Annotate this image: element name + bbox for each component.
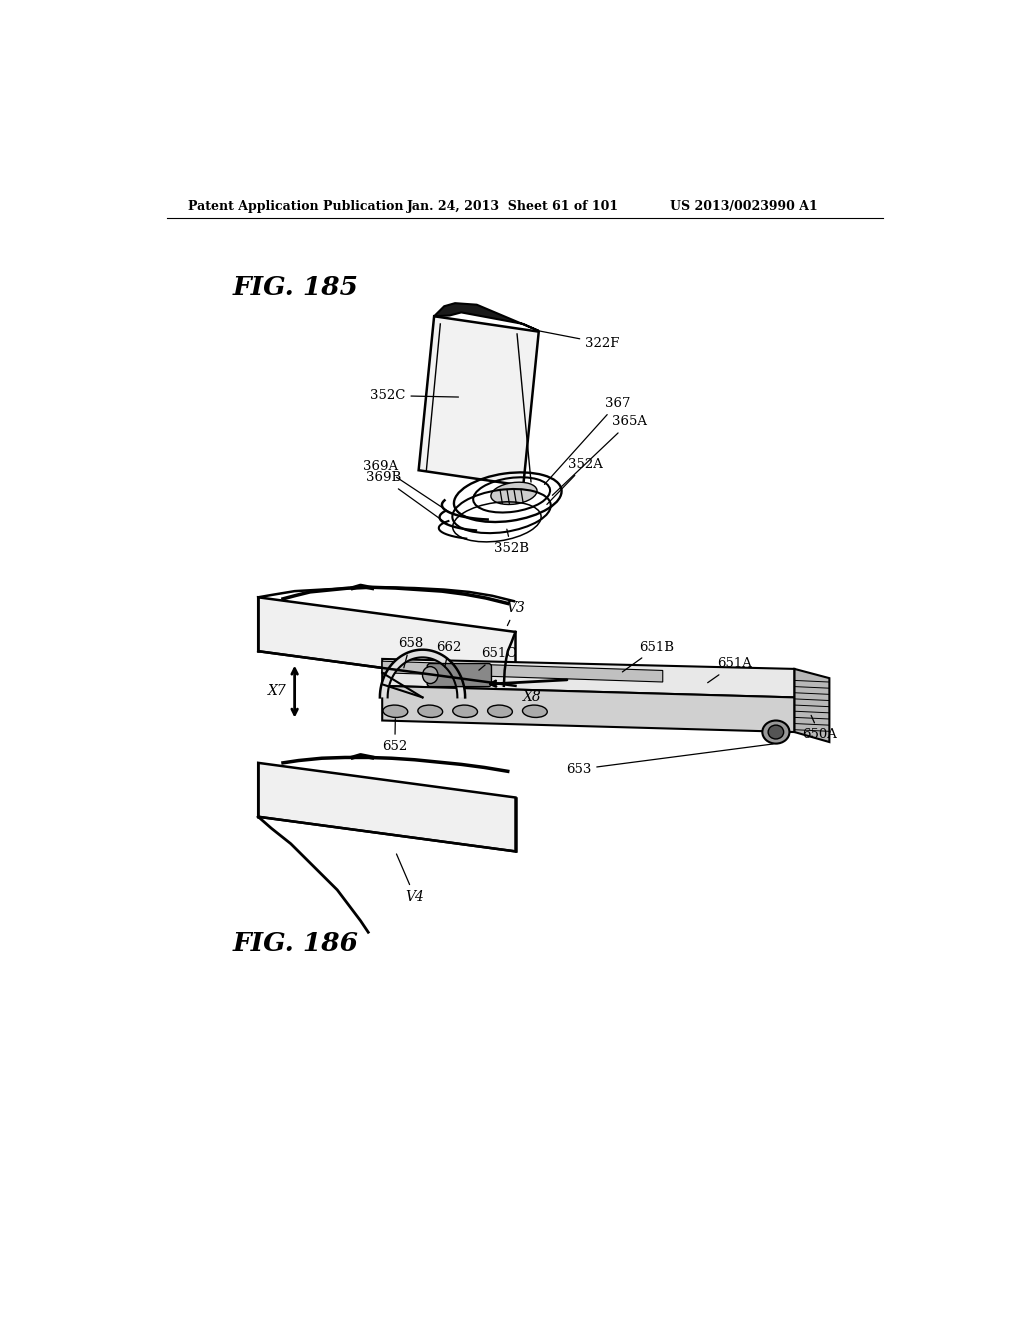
Ellipse shape xyxy=(453,705,477,718)
Ellipse shape xyxy=(522,705,547,718)
Ellipse shape xyxy=(762,721,790,743)
Text: 652: 652 xyxy=(382,718,408,752)
Text: 653: 653 xyxy=(566,744,773,776)
Text: 352A: 352A xyxy=(547,458,603,504)
Polygon shape xyxy=(795,669,829,742)
Text: 651B: 651B xyxy=(623,640,675,672)
Text: V4: V4 xyxy=(396,854,424,904)
Text: X7: X7 xyxy=(268,684,287,698)
Text: 651A: 651A xyxy=(708,657,752,682)
Text: X8: X8 xyxy=(523,690,542,705)
Polygon shape xyxy=(382,659,795,697)
Ellipse shape xyxy=(423,667,438,684)
FancyBboxPatch shape xyxy=(427,664,492,686)
Polygon shape xyxy=(258,763,515,851)
Text: 322F: 322F xyxy=(534,330,620,350)
Text: 662: 662 xyxy=(436,640,462,667)
Text: 365A: 365A xyxy=(552,416,647,495)
Ellipse shape xyxy=(487,705,512,718)
Text: 651C: 651C xyxy=(479,647,516,671)
Ellipse shape xyxy=(383,705,408,718)
Ellipse shape xyxy=(490,482,537,504)
Text: 352B: 352B xyxy=(494,529,528,554)
Text: Patent Application Publication: Patent Application Publication xyxy=(188,199,403,213)
Ellipse shape xyxy=(418,705,442,718)
Text: V3: V3 xyxy=(506,601,525,626)
Text: 658: 658 xyxy=(397,636,423,668)
Text: FIG. 185: FIG. 185 xyxy=(232,276,358,300)
Text: 367: 367 xyxy=(545,397,630,484)
Text: 650A: 650A xyxy=(802,715,838,742)
Text: US 2013/0023990 A1: US 2013/0023990 A1 xyxy=(671,199,818,213)
Polygon shape xyxy=(380,649,465,697)
Polygon shape xyxy=(258,597,515,686)
Polygon shape xyxy=(382,661,663,682)
Text: Jan. 24, 2013  Sheet 61 of 101: Jan. 24, 2013 Sheet 61 of 101 xyxy=(407,199,620,213)
Text: 352C: 352C xyxy=(370,389,459,403)
Polygon shape xyxy=(434,304,539,331)
Polygon shape xyxy=(382,686,795,733)
Text: 369A: 369A xyxy=(362,459,452,513)
Ellipse shape xyxy=(768,725,783,739)
Polygon shape xyxy=(419,317,539,486)
Text: FIG. 186: FIG. 186 xyxy=(232,932,358,956)
Text: 369B: 369B xyxy=(366,471,447,524)
